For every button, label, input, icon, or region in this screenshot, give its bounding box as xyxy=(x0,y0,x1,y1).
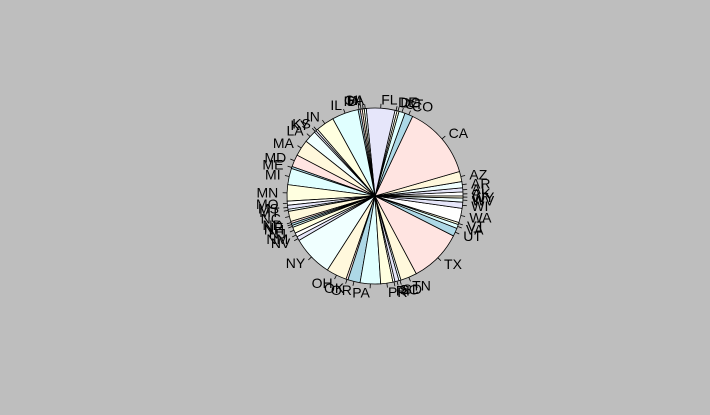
pie-label-ca: CA xyxy=(449,125,469,141)
pie-label-id: ID xyxy=(343,93,357,109)
pie-label-nd: ND xyxy=(262,217,282,233)
pie-label-sc: SC xyxy=(399,282,418,298)
pie-tick-hi xyxy=(362,104,364,109)
pie-label-pa: PA xyxy=(352,285,370,301)
pie-label-me: ME xyxy=(262,157,283,173)
pie-label-pr: PR xyxy=(388,284,407,300)
pie-label-tx: TX xyxy=(444,256,463,272)
pie-label-or: OR xyxy=(331,282,352,298)
pie-tick-id xyxy=(357,105,360,110)
pie-tick-vt xyxy=(458,223,463,226)
pie-tick-ky xyxy=(311,127,316,132)
pie-tick-ar xyxy=(462,183,467,186)
pie-tick-co xyxy=(408,110,411,115)
pie-tick-tx xyxy=(437,257,442,262)
pie-tick-sc xyxy=(396,281,399,286)
pie-tick-nv xyxy=(293,238,299,242)
pie-label-vt: VT xyxy=(467,218,485,234)
pie-tick-nm xyxy=(291,234,297,238)
pie-label-ak: AK xyxy=(472,186,491,202)
pie-label-ticks xyxy=(282,103,468,289)
pie-tick-nd xyxy=(286,222,292,225)
pie-tick-ms xyxy=(283,206,288,209)
pie-label-hi: HI xyxy=(348,92,362,108)
pie-label-mi: MI xyxy=(265,167,281,183)
pie-label-dc: DC xyxy=(400,95,420,111)
pie-tick-la xyxy=(306,133,311,137)
pie-tick-ri xyxy=(393,281,396,287)
pie-label-wv: WV xyxy=(472,193,495,209)
pie-tick-ok xyxy=(345,279,348,284)
pie-label-ny: NY xyxy=(286,255,306,271)
pie-tick-md xyxy=(290,158,295,162)
pie-slice-ca xyxy=(374,115,461,197)
pie-tick-az xyxy=(460,175,466,177)
pie-label-va: VA xyxy=(466,221,484,237)
pie-tick-me xyxy=(287,165,292,168)
pie-tick-dc xyxy=(397,106,400,112)
pie-label-az: AZ xyxy=(469,167,487,183)
pie-label-ct: CT xyxy=(405,96,424,112)
pie-tick-ut xyxy=(455,231,460,235)
pie-tick-nc xyxy=(285,216,290,218)
pie-label-la: LA xyxy=(286,123,304,139)
pie-label-ia: IA xyxy=(346,92,360,108)
pie-label-mn: MN xyxy=(256,185,278,201)
pie-label-mt: MT xyxy=(259,204,280,220)
pie-label-in: IN xyxy=(306,108,320,124)
pie-tick-sd xyxy=(399,280,402,285)
pie-tick-ma xyxy=(297,145,302,149)
pie-label-ne: NE xyxy=(264,219,283,235)
pie-tick-ny xyxy=(308,256,312,261)
pie-label-mo: MO xyxy=(256,196,279,212)
pie-label-il: IL xyxy=(330,97,342,113)
pie-label-al: AL xyxy=(472,181,489,197)
pie-label-ma: MA xyxy=(273,135,295,151)
pie-label-fl: FL xyxy=(381,91,398,107)
pie-slices xyxy=(286,107,464,285)
pie-tick-or xyxy=(352,281,355,286)
pie-label-ky: KY xyxy=(291,117,310,133)
pie-tick-pr xyxy=(386,283,388,288)
pie-tick-tn xyxy=(408,277,411,282)
pie-label-nm: NM xyxy=(266,231,288,247)
pie-label-ar: AR xyxy=(471,176,490,192)
pie-tick-mt xyxy=(283,210,289,212)
pie-label-ks: KS xyxy=(292,115,311,131)
pie-label-ri: RI xyxy=(396,283,410,299)
pie-label-nc: NC xyxy=(261,211,281,227)
pie-tick-in xyxy=(322,119,326,124)
pie-tick-va xyxy=(457,226,462,229)
pie-label-wi: WI xyxy=(471,198,488,214)
pie-label-oh: OH xyxy=(312,275,333,291)
pie-label-tn: TN xyxy=(412,277,431,293)
pie-label-ga: GA xyxy=(344,92,365,108)
pie-tick-mi xyxy=(284,175,290,177)
pie-tick-nh xyxy=(288,226,293,229)
pie-label-wa: WA xyxy=(469,209,492,225)
pie-label-ut: UT xyxy=(463,228,482,244)
pie-label-sd: SD xyxy=(403,281,422,297)
pie-label-ok: OK xyxy=(324,280,345,296)
pie-tick-de xyxy=(395,106,398,111)
pie-label-nj: NJ xyxy=(269,226,286,242)
pie-tick-ne xyxy=(287,224,292,227)
pie-tick-ct xyxy=(401,107,404,113)
pie-tick-oh xyxy=(334,274,337,280)
pie-label-md: MD xyxy=(265,149,287,165)
pie-tick-ia xyxy=(359,104,362,110)
pie-label-ms: MS xyxy=(258,200,279,216)
pie-tick-ca xyxy=(441,135,446,140)
pie-label-nv: NV xyxy=(271,235,291,251)
pie-label-co: CO xyxy=(412,99,433,115)
pie-label-nh: NH xyxy=(264,221,284,237)
pie-label-de: DE xyxy=(398,94,417,110)
pie-label-wy: WY xyxy=(472,189,495,205)
pie-tick-nj xyxy=(289,229,295,233)
pie-tick-ks xyxy=(313,126,318,131)
pie-tick-il xyxy=(343,108,346,114)
pie-tick-wa xyxy=(460,215,466,217)
